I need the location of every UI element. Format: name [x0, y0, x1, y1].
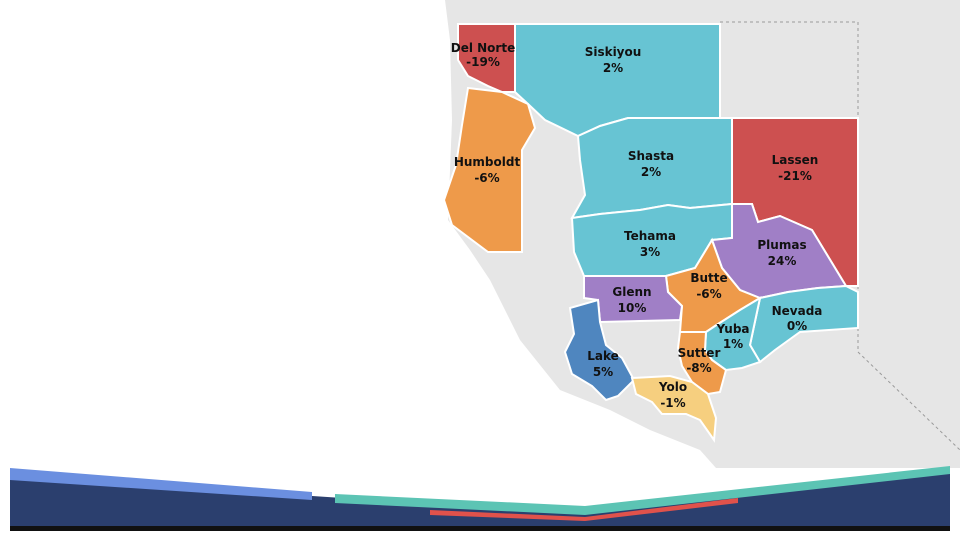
footer-banner — [10, 466, 950, 531]
label-lake: Lake 5% — [587, 349, 619, 379]
label-lake-value: 5% — [593, 365, 613, 379]
label-plumas-name: Plumas — [757, 238, 806, 252]
label-sutter: Sutter -8% — [678, 346, 721, 375]
label-tehama: Tehama 3% — [624, 229, 676, 259]
label-del-norte: Del Norte -19% — [451, 41, 515, 69]
label-siskiyou: Siskiyou 2% — [585, 45, 642, 75]
label-humboldt-name: Humboldt — [454, 155, 521, 169]
label-lassen: Lassen -21% — [772, 153, 819, 183]
label-lassen-name: Lassen — [772, 153, 819, 167]
county-yolo[interactable] — [630, 374, 718, 443]
label-butte-value: -6% — [696, 287, 721, 301]
label-humboldt-value: -6% — [474, 171, 499, 185]
county-lake[interactable] — [563, 298, 636, 402]
county-glenn[interactable] — [583, 275, 684, 324]
label-nevada-value: 0% — [787, 319, 807, 333]
label-glenn-name: Glenn — [612, 285, 651, 299]
label-yolo-value: -1% — [660, 396, 685, 410]
label-nevada: Nevada 0% — [772, 304, 823, 333]
label-yuba: Yuba 1% — [715, 322, 749, 351]
label-sutter-value: -8% — [686, 361, 711, 375]
label-yolo: Yolo -1% — [658, 380, 687, 410]
label-tehama-name: Tehama — [624, 229, 676, 243]
label-shasta: Shasta 2% — [628, 149, 674, 179]
label-del-norte-name: Del Norte — [451, 41, 515, 55]
label-glenn: Glenn 10% — [612, 285, 651, 315]
label-plumas: Plumas 24% — [757, 238, 806, 268]
county-sutter[interactable] — [676, 331, 728, 396]
label-siskiyou-name: Siskiyou — [585, 45, 642, 59]
label-sutter-name: Sutter — [678, 346, 721, 360]
label-shasta-name: Shasta — [628, 149, 674, 163]
banner-navy-band — [10, 472, 950, 526]
label-siskiyou-value: 2% — [603, 61, 623, 75]
banner-teal-stripe — [335, 466, 950, 515]
banner-red-stripe — [430, 498, 738, 521]
label-lassen-value: -21% — [778, 169, 812, 183]
label-lake-name: Lake — [587, 349, 619, 363]
label-butte-name: Butte — [690, 271, 727, 285]
label-yuba-name: Yuba — [715, 322, 749, 336]
label-butte: Butte -6% — [690, 271, 727, 301]
label-shasta-value: 2% — [641, 165, 661, 179]
county-humboldt[interactable] — [442, 86, 537, 253]
label-nevada-name: Nevada — [772, 304, 823, 318]
label-yolo-name: Yolo — [658, 380, 687, 394]
label-glenn-value: 10% — [618, 301, 647, 315]
label-yuba-value: 1% — [723, 337, 743, 351]
label-plumas-value: 24% — [768, 254, 797, 268]
banner-blue-stripe — [10, 468, 312, 500]
banner-black-bar — [10, 526, 950, 531]
label-tehama-value: 3% — [640, 245, 660, 259]
label-humboldt: Humboldt -6% — [454, 155, 521, 185]
label-del-norte-value: -19% — [466, 55, 500, 69]
